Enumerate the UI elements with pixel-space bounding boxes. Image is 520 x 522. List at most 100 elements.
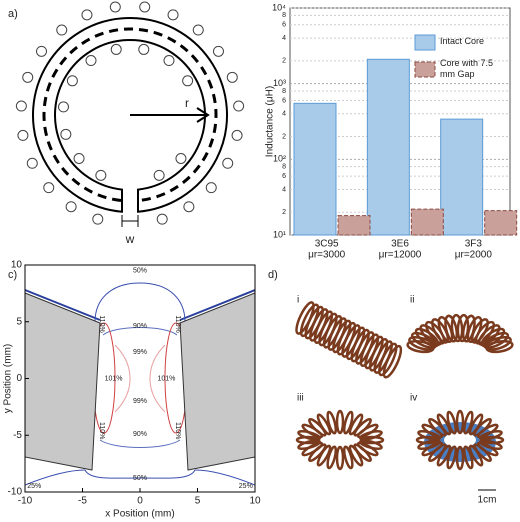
y-tick-label: 8: [282, 12, 286, 19]
contour: [179, 289, 256, 321]
y-tick-label: 2: [282, 209, 286, 216]
bar: [293, 102, 337, 236]
core-section: [24, 292, 101, 471]
coil-turn: [342, 410, 354, 435]
winding: [43, 182, 55, 194]
coil-turn: [326, 410, 338, 435]
contour: [102, 327, 178, 336]
y-tick-label: 10³: [273, 78, 286, 88]
winding: [222, 157, 234, 169]
x-tick-sublabel: μr=2000: [455, 250, 493, 261]
coil-turn: [335, 445, 345, 471]
winding: [183, 201, 195, 213]
x-tick-label: 5: [195, 496, 201, 507]
winding: [233, 100, 245, 112]
contour-label: 25%: [27, 483, 41, 490]
legend-swatch: [414, 61, 436, 78]
contour: [24, 469, 256, 486]
winding: [109, 1, 121, 13]
windings: [15, 1, 245, 225]
panel-label: a): [8, 8, 18, 20]
contour: [94, 282, 186, 323]
radius-label: r: [185, 96, 189, 110]
photo-label: iv: [410, 393, 417, 404]
coil-photos: [295, 301, 514, 471]
coil-turn: [482, 331, 510, 349]
photo-label: ii: [410, 295, 414, 306]
coil-turn: [485, 339, 514, 354]
contour: [84, 469, 196, 479]
bar: [410, 208, 444, 236]
x-tick-label: 3E6: [391, 239, 409, 250]
photo-label: i: [297, 295, 299, 306]
y-tick-label: 4: [282, 186, 286, 193]
x-tick-label: 3F3: [465, 239, 483, 250]
coil-turn: [455, 409, 465, 435]
contour-label: 25%: [239, 483, 253, 490]
coil-turn: [462, 445, 474, 470]
winding: [231, 129, 243, 141]
contour-label: 110%: [174, 422, 181, 439]
panel-label: c): [8, 269, 17, 281]
coil-turn: [455, 445, 465, 471]
winding: [60, 128, 72, 140]
winding: [153, 169, 165, 181]
y-tick-label: 5: [16, 316, 22, 327]
y-tick-label: 2: [282, 133, 286, 140]
contour: [99, 439, 181, 448]
winding: [110, 43, 122, 55]
contour-label: 99%: [133, 398, 147, 405]
y-tick-label: -10: [8, 487, 23, 498]
contour-label: 101%: [157, 375, 175, 382]
toroid-diagram: r w: [15, 1, 245, 246]
winding: [56, 24, 68, 36]
y-tick-label: 2: [282, 58, 286, 65]
bar: [366, 58, 410, 236]
contour: [24, 289, 101, 321]
legend-entry: Intact Core: [440, 36, 485, 46]
legend-swatch: [414, 34, 436, 51]
winding: [73, 153, 85, 165]
bar: [337, 215, 371, 236]
bar: [484, 210, 518, 236]
legend-label: Intact Core: [440, 36, 485, 46]
coil-turn: [479, 430, 503, 441]
coil-turn: [446, 410, 458, 435]
winding: [226, 71, 238, 83]
winding: [212, 45, 224, 57]
contour-label: 110%: [98, 315, 105, 332]
y-tick-label: 8: [282, 164, 286, 171]
contour-label: 110%: [98, 422, 105, 439]
winding: [95, 169, 107, 181]
contour-label: 110%: [174, 315, 181, 332]
y-tick-label: 10⁴: [272, 2, 286, 12]
y-tick-label: 6: [282, 22, 286, 29]
winding: [57, 101, 69, 113]
photo-label: iii: [297, 393, 304, 404]
coil-turn: [431, 318, 450, 344]
winding: [66, 75, 78, 87]
coil-turn: [456, 313, 470, 343]
x-tick-sublabel: μr=12000: [379, 250, 422, 261]
panel-label: d): [268, 269, 278, 281]
coil-turn: [428, 417, 447, 437]
y-tick-label: 8: [282, 88, 286, 95]
gap-label: w: [125, 232, 135, 246]
legend-label: Core with 7.5 mm Gap: [440, 58, 494, 79]
contour-label: 90%: [133, 431, 147, 438]
coil-turn: [382, 344, 403, 379]
x-tick-label: -5: [78, 496, 87, 507]
coil-turn: [359, 430, 383, 441]
y-tick-label: 10¹: [273, 229, 286, 239]
y-axis-label: Inductance (μH): [265, 86, 276, 157]
winding: [17, 129, 29, 141]
x-tick-sublabel: μr=3000: [308, 250, 346, 261]
winding: [182, 75, 194, 87]
winding: [163, 55, 175, 67]
y-tick-label: 10: [11, 260, 23, 271]
winding: [167, 9, 179, 21]
y-tick-label: 4: [282, 35, 286, 42]
winding: [36, 45, 48, 57]
coil-turn: [473, 443, 492, 463]
